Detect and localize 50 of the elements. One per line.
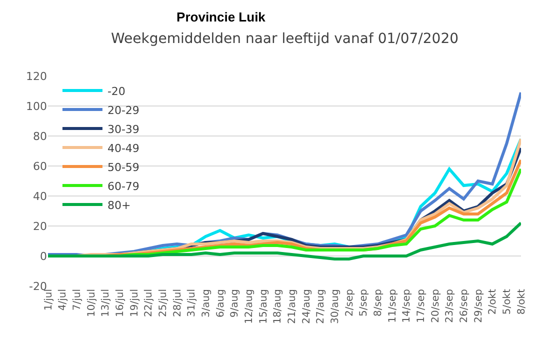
legend-label: 20-29	[107, 104, 140, 117]
chart-title: Provincie Luik	[176, 9, 266, 24]
legend-label: 40-49	[107, 142, 140, 155]
x-tick-label: 5/sep	[358, 289, 370, 316]
x-tick-label: 28/jul	[172, 289, 184, 317]
x-tick-label: 20/sep	[430, 289, 442, 323]
legend-label: 30-39	[107, 122, 140, 136]
x-tick-label: 7/jul	[72, 289, 83, 311]
x-tick-label: 22/jul	[144, 289, 155, 317]
x-tick-label: 25/jul	[158, 289, 169, 317]
x-tick-label: 15/aug	[258, 289, 270, 324]
x-tick-label: 12/aug	[244, 289, 255, 324]
x-tick-label: 26/sep	[458, 289, 470, 323]
x-tick-label: 4/jul	[58, 289, 69, 311]
y-tick-label: 120	[26, 70, 47, 83]
x-tick-label: 11/sep	[387, 289, 398, 323]
x-tick-label: 3/aug	[200, 289, 212, 318]
x-tick-label: 24/aug	[301, 289, 312, 324]
legend-label: -20	[107, 84, 126, 98]
x-tick-label: 21/aug	[286, 289, 298, 324]
y-tick-label: 100	[26, 100, 47, 113]
x-tick-label: 29/sep	[473, 289, 484, 323]
legend-label: 60-79	[107, 180, 140, 193]
x-tick-label: 2/sep	[344, 289, 356, 316]
chart-subtitle: Weekgemiddelden naar leeftijd vanaf 01/07/2020	[111, 31, 459, 47]
x-tick-label: 30/aug	[330, 289, 341, 324]
x-tick-label: 17/sep	[416, 289, 427, 323]
x-tick-label: 8/okt	[516, 288, 528, 315]
y-tick-label: 40	[33, 190, 47, 203]
legend-label: 80+	[107, 198, 131, 212]
y-tick-label: 60	[33, 160, 47, 173]
x-tick-label: 19/jul	[129, 289, 140, 317]
x-tick-label: 31/jul	[186, 289, 198, 317]
x-tick-label: 14/sep	[402, 289, 413, 323]
x-tick-label: 6/aug	[215, 289, 226, 318]
x-tick-label: 27/aug	[316, 289, 327, 324]
y-tick-label: 0	[40, 250, 47, 263]
x-tick-label: 16/jul	[114, 289, 126, 317]
x-tick-label: 2/okt	[488, 288, 499, 315]
x-tick-label: 23/sep	[444, 289, 456, 323]
legend-label: 50-59	[107, 160, 140, 174]
x-tick-label: 18/aug	[272, 289, 284, 324]
x-tick-label: 9/aug	[230, 289, 241, 318]
x-tick-label: 13/jul	[100, 289, 112, 317]
x-tick-label: 8/sep	[372, 289, 384, 316]
line-series	[48, 222, 521, 260]
y-tick-label: 20	[33, 220, 47, 233]
x-tick-label: 10/jul	[86, 289, 98, 317]
y-tick-label: 80	[33, 130, 47, 143]
x-tick-label: 5/okt	[502, 288, 513, 315]
